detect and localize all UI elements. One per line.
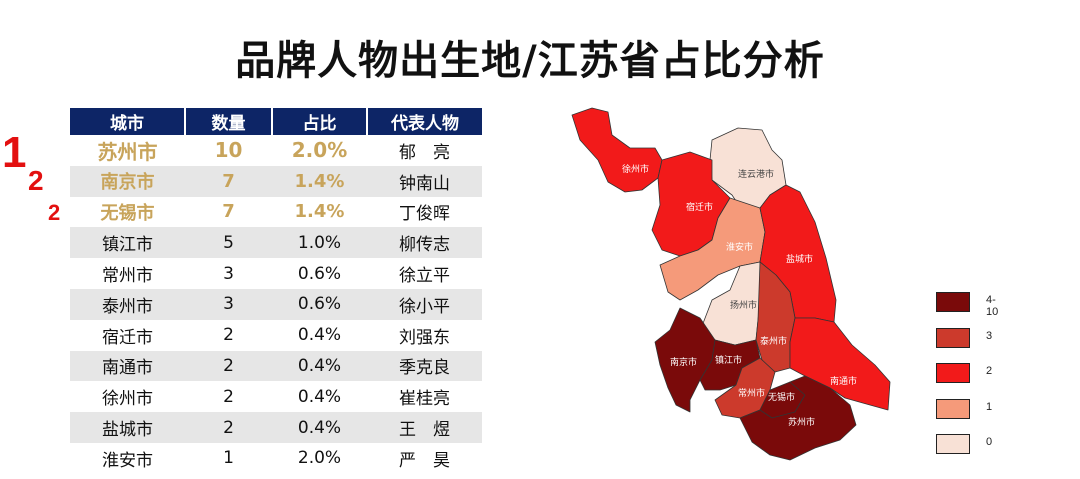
cell-ratio: 0.4%: [297, 386, 342, 407]
cell-ratio: 2.0%: [291, 138, 348, 163]
table-row: 盐城市 2 0.4% 王 煜: [70, 412, 482, 443]
legend-swatch: [936, 363, 970, 383]
cell-ratio: 1.0%: [272, 227, 367, 259]
cell-city: 南通市: [70, 350, 185, 382]
table-row: 徐州市 2 0.4% 崔桂亮: [70, 381, 482, 412]
map-label-suzhou: 苏州市: [788, 416, 815, 428]
table-row: 镇江市 5 1.0% 柳传志: [70, 227, 482, 259]
cell-count: 5: [185, 227, 272, 259]
cell-city: 无锡市: [100, 202, 155, 224]
table-row: 南通市 2 0.4% 季克良: [70, 350, 482, 382]
header-ratio: 占比: [272, 108, 368, 135]
map-region-huaian: [659, 197, 766, 301]
cell-person: 崔桂亮: [399, 389, 450, 410]
map-region-nantong: [789, 317, 891, 411]
cell-count: 7: [185, 165, 272, 197]
cell-person: 刘强东: [399, 327, 450, 348]
cell-city: 常州市: [102, 266, 153, 287]
header-city: 城市: [70, 108, 186, 135]
map-label-taizhou: 泰州市: [760, 335, 787, 347]
cell-city: 淮安市: [102, 450, 153, 471]
table-header-row: 城市 数量 占比 代表人物: [70, 108, 482, 135]
map-label-huaian: 淮安市: [726, 241, 753, 253]
cell-count: 7: [222, 201, 235, 223]
map-label-yangzhou: 扬州市: [730, 299, 757, 311]
cell-ratio: 0.6%: [272, 288, 367, 320]
cell-person: 丁俊晖: [399, 204, 450, 225]
cell-person: 徐立平: [399, 266, 450, 287]
cell-person: 钟南山: [367, 165, 482, 197]
legend-label: 1: [986, 400, 993, 413]
cell-count: 3: [223, 263, 234, 284]
cell-ratio: 1.4%: [294, 201, 345, 223]
jiangsu-map: 徐州市 连云港市 宿迁市 淮安市 盐城市 扬州市 泰州市 南通市 南京市 镇江市…: [571, 107, 891, 461]
map-label-changzhou: 常州市: [738, 387, 765, 399]
cell-person: 柳传志: [367, 227, 482, 259]
cell-person: 徐小平: [367, 288, 482, 320]
cell-ratio: 2.0%: [297, 448, 342, 469]
cell-count: 10: [214, 138, 243, 163]
map-label-lianyungang: 连云港市: [738, 168, 774, 180]
cell-city: 南京市: [70, 165, 185, 197]
rank-marker-2b: 2: [48, 200, 61, 225]
city-ranking-table: 城市 数量 占比 代表人物 苏州市 10 2.0% 郁 亮 南京市 7 1.4%…: [70, 108, 482, 474]
header-count: 数量: [185, 108, 273, 135]
cell-city: 徐州市: [102, 389, 153, 410]
table-row: 泰州市 3 0.6% 徐小平: [70, 288, 482, 320]
page-title: 品牌人物出生地/江苏省占比分析: [235, 38, 825, 84]
rank-marker-2a: 2: [28, 165, 44, 196]
map-region-suzhou: [739, 375, 857, 461]
cell-ratio: 0.4%: [272, 350, 367, 382]
map-label-xuzhou: 徐州市: [622, 163, 649, 175]
map-label-nantong: 南通市: [830, 375, 857, 387]
table-row: 常州市 3 0.6% 徐立平: [70, 258, 482, 289]
cell-ratio: 0.4%: [272, 412, 367, 443]
legend-swatch: [936, 398, 970, 419]
table-row: 南京市 7 1.4% 钟南山: [70, 165, 482, 197]
cell-person: 季克良: [367, 350, 482, 382]
table-row: 无锡市 7 1.4% 丁俊晖: [70, 197, 482, 228]
legend-label: 4-10: [986, 294, 999, 318]
legend-label: 3: [986, 329, 993, 342]
cell-city: 苏州市: [97, 139, 158, 164]
legend-swatch: [936, 434, 970, 454]
map-region-xuzhou: [571, 107, 663, 193]
cell-city: 镇江市: [70, 227, 185, 259]
rank-marker-1: 1: [2, 128, 27, 177]
map-label-suqian: 宿迁市: [686, 201, 713, 213]
map-label-yancheng: 盐城市: [786, 253, 813, 265]
table-row: 苏州市 10 2.0% 郁 亮: [70, 135, 482, 166]
table-row: 淮安市 1 2.0% 严 昊: [70, 443, 482, 474]
cell-person: 王 煜: [367, 412, 482, 443]
legend-swatch: [936, 292, 970, 312]
cell-count: 3: [185, 288, 272, 320]
cell-count: 2: [185, 350, 272, 382]
cell-ratio: 0.4%: [297, 325, 342, 346]
cell-count: 2: [223, 386, 234, 407]
header-person: 代表人物: [367, 108, 482, 135]
legend-label: 0: [986, 436, 993, 448]
cell-count: 1: [223, 448, 234, 469]
legend-swatch: [936, 327, 970, 348]
cell-count: 2: [185, 412, 272, 443]
cell-city: 盐城市: [70, 412, 185, 443]
map-label-wuxi: 无锡市: [768, 391, 795, 403]
cell-ratio: 1.4%: [272, 165, 367, 197]
legend-label: 2: [986, 365, 993, 377]
cell-city: 泰州市: [70, 288, 185, 320]
cell-person: 严 昊: [399, 450, 450, 471]
table-row: 宿迁市 2 0.4% 刘强东: [70, 320, 482, 351]
cell-ratio: 0.6%: [297, 263, 342, 284]
map-label-zhenjiang: 镇江市: [715, 354, 742, 366]
cell-count: 2: [223, 325, 234, 346]
map-label-nanjing: 南京市: [670, 356, 697, 368]
cell-city: 宿迁市: [102, 327, 153, 348]
cell-person: 郁 亮: [399, 142, 450, 163]
